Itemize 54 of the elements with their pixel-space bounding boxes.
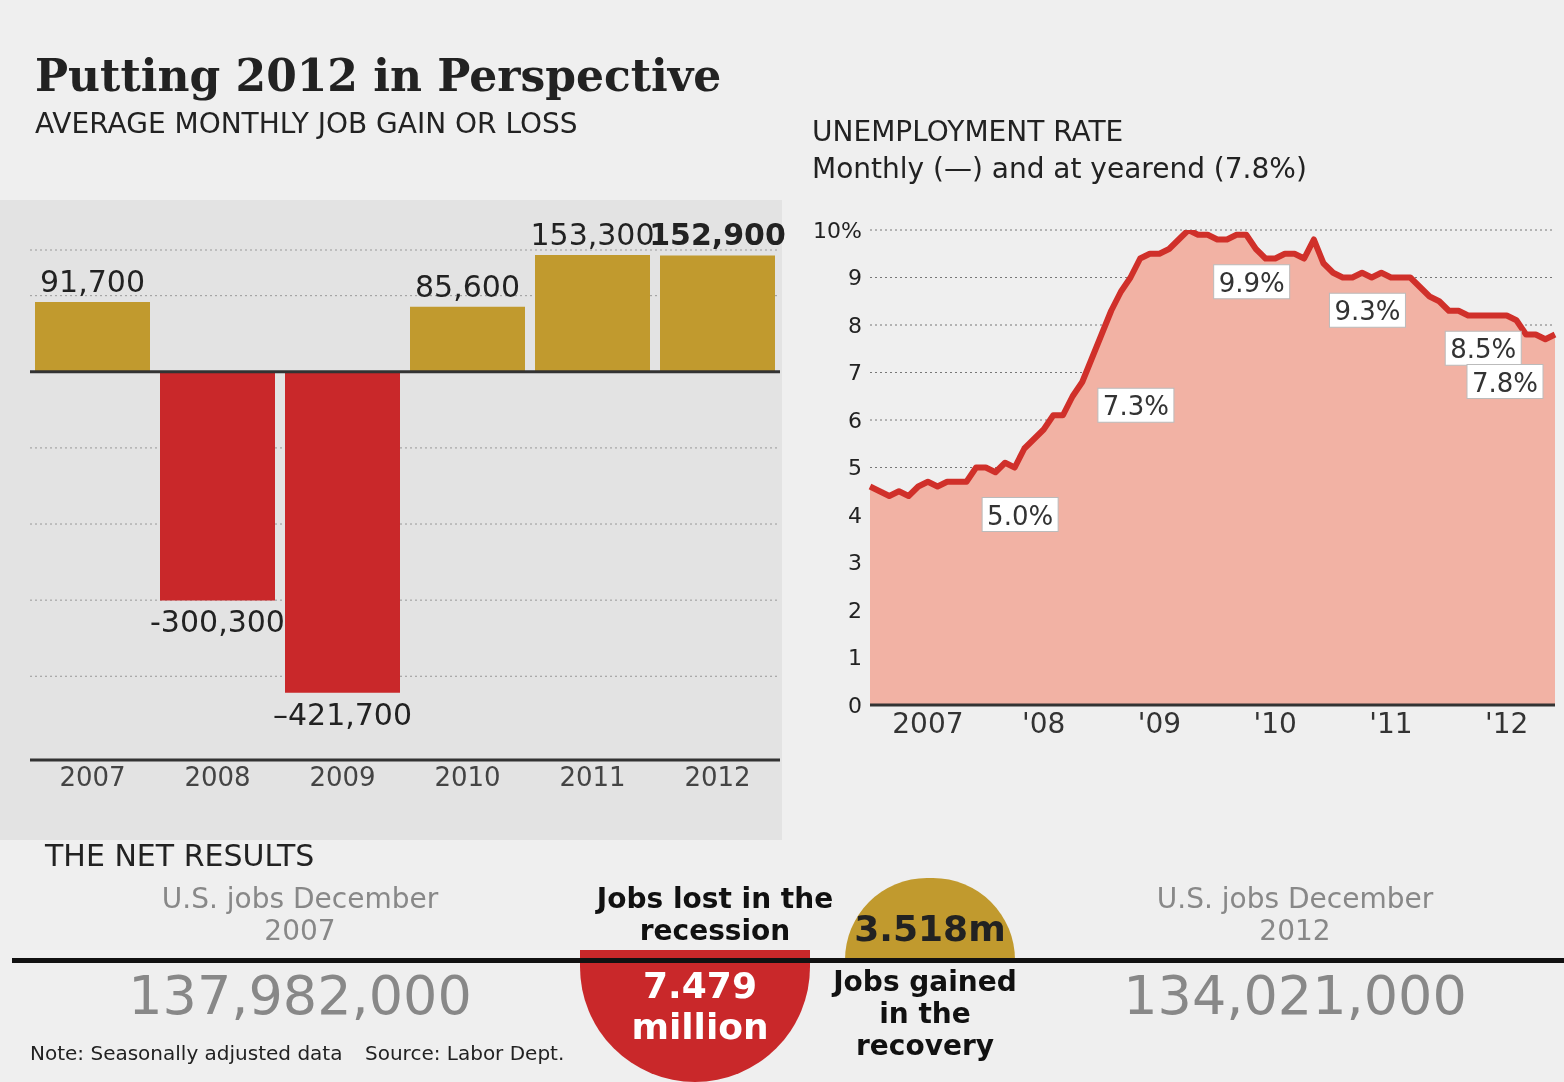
y-tick-label: 9 bbox=[848, 265, 862, 291]
y-tick-label: 7 bbox=[848, 360, 862, 386]
y-tick-label: 4 bbox=[848, 502, 862, 528]
bar bbox=[35, 301, 150, 372]
chart-title: UNEMPLOYMENT RATE bbox=[812, 115, 1125, 148]
x-tick-label: 2011 bbox=[559, 762, 626, 793]
y-tick-label: 8 bbox=[848, 312, 862, 338]
x-tick-label: 2009 bbox=[309, 762, 376, 793]
text: THE NET RESULTS bbox=[45, 838, 315, 873]
text: 3.518m bbox=[853, 908, 1007, 950]
x-tick-label: '09 bbox=[1137, 706, 1182, 740]
text: Jobs lost in the recession bbox=[595, 882, 835, 948]
data-label: -300,300 bbox=[150, 604, 285, 640]
y-tick-label: 3 bbox=[848, 550, 862, 576]
y-tick-label: 1 bbox=[848, 645, 862, 671]
text: Jobs gained in the recovery bbox=[830, 965, 1018, 1063]
chart-subtitle: AVERAGE MONTHLY JOB GAIN OR LOSS bbox=[35, 107, 579, 140]
x-tick-label: '12 bbox=[1485, 706, 1529, 740]
chart-title: Putting 2012 in Perspective bbox=[35, 50, 722, 101]
y-tick-label: 6 bbox=[848, 407, 862, 433]
annotation: 9.3% bbox=[1334, 296, 1401, 327]
data-label: 85,600 bbox=[415, 268, 520, 304]
text: Note: Seasonally adjusted data bbox=[30, 1041, 344, 1065]
y-tick-label: 2 bbox=[848, 597, 862, 623]
y-tick-label: 0 bbox=[848, 692, 862, 718]
source-note: Source: Labor Dept. bbox=[365, 1041, 566, 1065]
text: 137,982,000 bbox=[127, 964, 473, 1028]
x-tick-label: '08 bbox=[1022, 706, 1066, 740]
x-tick-label: '10 bbox=[1253, 706, 1297, 740]
x-tick-label: 2008 bbox=[184, 762, 251, 793]
x-tick-label: 2007 bbox=[59, 762, 126, 793]
annotation: 5.0% bbox=[987, 500, 1054, 531]
x-tick-label: 2010 bbox=[434, 762, 501, 793]
x-tick-label: 2012 bbox=[684, 762, 751, 793]
y-tick-label: 10% bbox=[813, 217, 862, 243]
text: 134,021,000 bbox=[1122, 964, 1468, 1028]
chart-subtitle: Monthly (—) and at yearend (7.8%) bbox=[812, 152, 1307, 185]
text: 7.479 million bbox=[630, 965, 770, 1048]
bar bbox=[285, 371, 400, 693]
bar bbox=[535, 255, 650, 372]
x-tick-label: '11 bbox=[1369, 706, 1413, 740]
x-tick-label: 2007 bbox=[892, 706, 964, 740]
annotation: 8.5% bbox=[1450, 334, 1517, 365]
text: U.S. jobs December 2007 bbox=[160, 882, 440, 948]
annotation: 7.3% bbox=[1102, 391, 1169, 422]
bar bbox=[660, 255, 775, 372]
y-tick-label: 5 bbox=[848, 455, 862, 481]
bar bbox=[410, 306, 525, 372]
annotation: 7.8% bbox=[1471, 367, 1539, 398]
data-label: –421,700 bbox=[272, 696, 413, 732]
bar bbox=[160, 371, 275, 601]
text: U.S. jobs December 2012 bbox=[1155, 882, 1435, 948]
data-label: 91,700 bbox=[40, 263, 145, 299]
annotation: 9.9% bbox=[1218, 267, 1285, 298]
